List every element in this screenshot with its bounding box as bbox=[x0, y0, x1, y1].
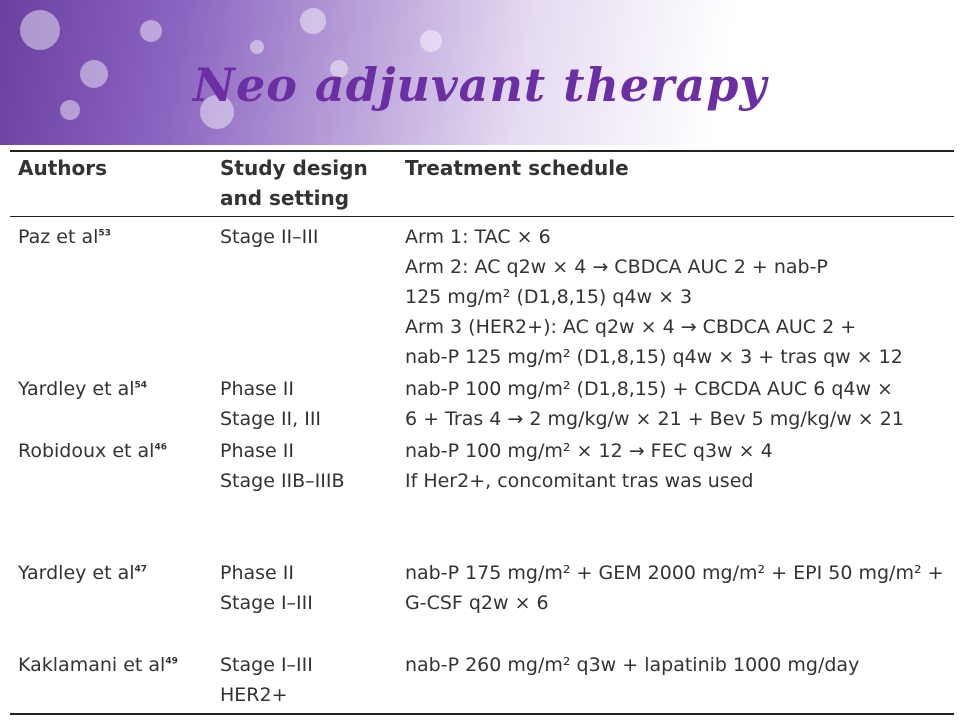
bokeh-decoration bbox=[420, 30, 442, 52]
row-treatment: nab-P 100 mg/m² × 12 → FEC q3w × 4 bbox=[405, 440, 773, 462]
bokeh-decoration bbox=[80, 60, 108, 88]
row-author: Yardley et al54 bbox=[18, 378, 148, 400]
bokeh-decoration bbox=[60, 100, 80, 120]
row-treatment: 6 + Tras 4 → 2 mg/kg/w × 21 + Bev 5 mg/k… bbox=[405, 408, 904, 430]
row-treatment: G-CSF q2w × 6 bbox=[405, 592, 549, 614]
table-top-rule bbox=[10, 150, 954, 152]
slide-title: Neo adjuvant therapy bbox=[192, 58, 768, 112]
row-treatment: Arm 2: AC q2w × 4 → CBDCA AUC 2 + nab-P bbox=[405, 256, 828, 278]
row-treatment: Arm 3 (HER2+): AC q2w × 4 → CBDCA AUC 2 … bbox=[405, 316, 857, 338]
bokeh-decoration bbox=[250, 40, 264, 54]
row-treatment: Arm 1: TAC × 6 bbox=[405, 226, 551, 248]
row-treatment: nab-P 100 mg/m² (D1,8,15) + CBCDA AUC 6 … bbox=[405, 378, 893, 400]
row-design: Phase II bbox=[220, 378, 294, 400]
row-design: Phase II bbox=[220, 562, 294, 584]
row-design: Stage I–III bbox=[220, 654, 313, 676]
row-author: Kaklamani et al49 bbox=[18, 654, 178, 676]
bokeh-decoration bbox=[300, 8, 326, 34]
title-banner bbox=[0, 0, 960, 145]
row-treatment: nab-P 175 mg/m² + GEM 2000 mg/m² + EPI 5… bbox=[405, 562, 944, 584]
row-author: Yardley et al47 bbox=[18, 562, 148, 584]
header-rule bbox=[10, 216, 954, 217]
header-design-line1: Study design bbox=[220, 156, 368, 180]
bokeh-decoration bbox=[200, 95, 234, 129]
row-treatment: nab-P 125 mg/m² (D1,8,15) q4w × 3 + tras… bbox=[405, 346, 903, 368]
row-design: HER2+ bbox=[220, 684, 288, 706]
row-design: Phase II bbox=[220, 440, 294, 462]
table-bottom-rule bbox=[10, 713, 954, 715]
row-treatment: nab-P 260 mg/m² q3w + lapatinib 1000 mg/… bbox=[405, 654, 860, 676]
header-treatment: Treatment schedule bbox=[405, 156, 629, 180]
header-design-line2: and setting bbox=[220, 186, 350, 210]
header-authors: Authors bbox=[18, 156, 108, 180]
bokeh-decoration bbox=[140, 20, 162, 42]
bokeh-decoration bbox=[20, 10, 60, 50]
row-treatment: 125 mg/m² (D1,8,15) q4w × 3 bbox=[405, 286, 693, 308]
row-author: Paz et al53 bbox=[18, 226, 111, 248]
row-design: Stage II, III bbox=[220, 408, 322, 430]
row-design: Stage I–III bbox=[220, 592, 313, 614]
row-author: Robidoux et al46 bbox=[18, 440, 167, 462]
row-design: Stage II–III bbox=[220, 226, 319, 248]
row-design: Stage IIB–IIIB bbox=[220, 470, 345, 492]
row-treatment: If Her2+, concomitant tras was used bbox=[405, 470, 754, 492]
bokeh-decoration bbox=[330, 60, 348, 78]
